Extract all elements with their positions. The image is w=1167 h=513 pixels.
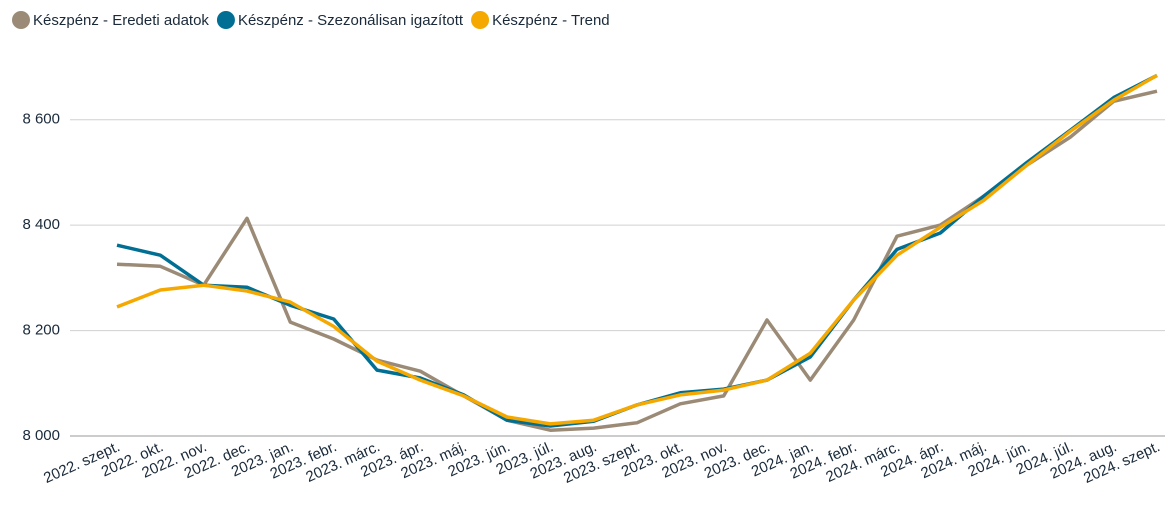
series-line <box>116 73 1158 426</box>
legend-label: Készpénz - Eredeti adatok <box>33 12 209 29</box>
y-tick-label: 8 600 <box>22 111 60 128</box>
y-tick-label: 8 000 <box>22 427 60 444</box>
y-tick-label: 8 200 <box>22 322 60 339</box>
series-line <box>116 89 1158 432</box>
series-line <box>116 73 1158 428</box>
y-tick-label: 8 400 <box>22 216 60 233</box>
legend-label: Készpénz - Szezonálisan igazított <box>238 12 464 29</box>
legend-marker <box>12 11 30 29</box>
legend-marker <box>216 11 235 29</box>
legend-marker <box>471 11 490 29</box>
legend-label: Készpénz - Trend <box>492 12 610 29</box>
